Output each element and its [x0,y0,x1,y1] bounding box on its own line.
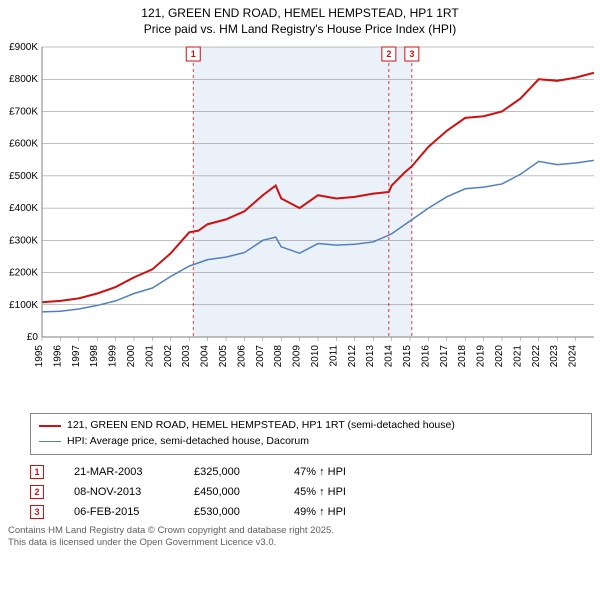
legend-label: HPI: Average price, semi-detached house,… [67,434,309,450]
svg-text:2002: 2002 [163,345,174,368]
svg-text:2024: 2024 [568,345,579,368]
svg-text:2015: 2015 [402,345,413,368]
chart-title: 121, GREEN END ROAD, HEMEL HEMPSTEAD, HP… [0,0,600,37]
svg-text:1995: 1995 [34,345,45,368]
svg-text:£400K: £400K [9,203,38,214]
svg-text:£800K: £800K [9,74,38,85]
svg-text:2003: 2003 [181,345,192,368]
sale-percent: 49% ↑ HPI [294,506,374,518]
svg-text:2020: 2020 [494,345,505,368]
svg-text:£0: £0 [27,332,39,343]
svg-text:£900K: £900K [9,42,38,53]
sale-marker-icon: 3 [30,505,44,519]
svg-text:£700K: £700K [9,107,38,118]
sale-marker-icon: 1 [30,465,44,479]
svg-text:2017: 2017 [439,345,450,368]
svg-text:1: 1 [191,49,196,59]
svg-text:2022: 2022 [531,345,542,368]
svg-text:1997: 1997 [71,345,82,368]
sale-date: 21-MAR-2003 [74,466,164,478]
svg-text:£600K: £600K [9,139,38,150]
svg-text:2: 2 [386,49,391,59]
svg-text:1996: 1996 [52,345,63,368]
title-line-1: 121, GREEN END ROAD, HEMEL HEMPSTEAD, HP… [0,6,600,22]
svg-text:£300K: £300K [9,236,38,247]
svg-text:2016: 2016 [420,345,431,368]
sale-row: 3 06-FEB-2015 £530,000 49% ↑ HPI [30,505,592,519]
legend-item: HPI: Average price, semi-detached house,… [39,434,583,450]
svg-text:2008: 2008 [273,345,284,368]
svg-text:2007: 2007 [255,345,266,368]
footer-attribution: Contains HM Land Registry data © Crown c… [8,525,592,550]
sale-price: £450,000 [194,486,264,498]
svg-text:2012: 2012 [347,345,358,368]
sales-table: 1 21-MAR-2003 £325,000 47% ↑ HPI 2 08-NOV-201… [30,465,592,519]
sale-date: 08-NOV-2013 [74,486,164,498]
svg-text:1998: 1998 [89,345,100,368]
sale-date: 06-FEB-2015 [74,506,164,518]
svg-text:2018: 2018 [457,345,468,368]
footer-line-1: Contains HM Land Registry data © Crown c… [8,525,592,537]
svg-text:2009: 2009 [292,345,303,368]
sale-price: £530,000 [194,506,264,518]
svg-text:2001: 2001 [144,345,155,368]
sale-percent: 47% ↑ HPI [294,466,374,478]
svg-text:2005: 2005 [218,345,229,368]
sale-percent: 45% ↑ HPI [294,486,374,498]
legend-item: 121, GREEN END ROAD, HEMEL HEMPSTEAD, HP… [39,418,583,434]
svg-text:2021: 2021 [512,345,523,368]
legend: 121, GREEN END ROAD, HEMEL HEMPSTEAD, HP… [30,413,592,455]
legend-swatch [39,425,61,427]
svg-text:2010: 2010 [310,345,321,368]
legend-label: 121, GREEN END ROAD, HEMEL HEMPSTEAD, HP… [67,418,455,434]
svg-text:2019: 2019 [476,345,487,368]
svg-text:2023: 2023 [549,345,560,368]
svg-text:1999: 1999 [108,345,119,368]
sale-marker-icon: 2 [30,485,44,499]
svg-text:3: 3 [409,49,414,59]
price-chart: £0 £100K £200K £300K £400K £500K £600K £700K £80… [0,37,600,407]
svg-text:2014: 2014 [384,345,395,368]
svg-text:£500K: £500K [9,171,38,182]
svg-text:2004: 2004 [200,345,211,368]
footer-line-2: This data is licensed under the Open Gov… [8,537,592,549]
sale-row: 2 08-NOV-2013 £450,000 45% ↑ HPI [30,485,592,499]
svg-text:2013: 2013 [365,345,376,368]
sale-price: £325,000 [194,466,264,478]
svg-text:£200K: £200K [9,268,38,279]
svg-text:2011: 2011 [328,345,339,367]
chart-container: £0 £100K £200K £300K £400K £500K £600K £700K £80… [0,37,600,407]
svg-text:£100K: £100K [9,300,38,311]
sale-row: 1 21-MAR-2003 £325,000 47% ↑ HPI [30,465,592,479]
svg-text:2000: 2000 [126,345,137,368]
title-line-2: Price paid vs. HM Land Registry's House … [0,22,600,38]
svg-text:2006: 2006 [236,345,247,368]
legend-swatch [39,441,61,442]
